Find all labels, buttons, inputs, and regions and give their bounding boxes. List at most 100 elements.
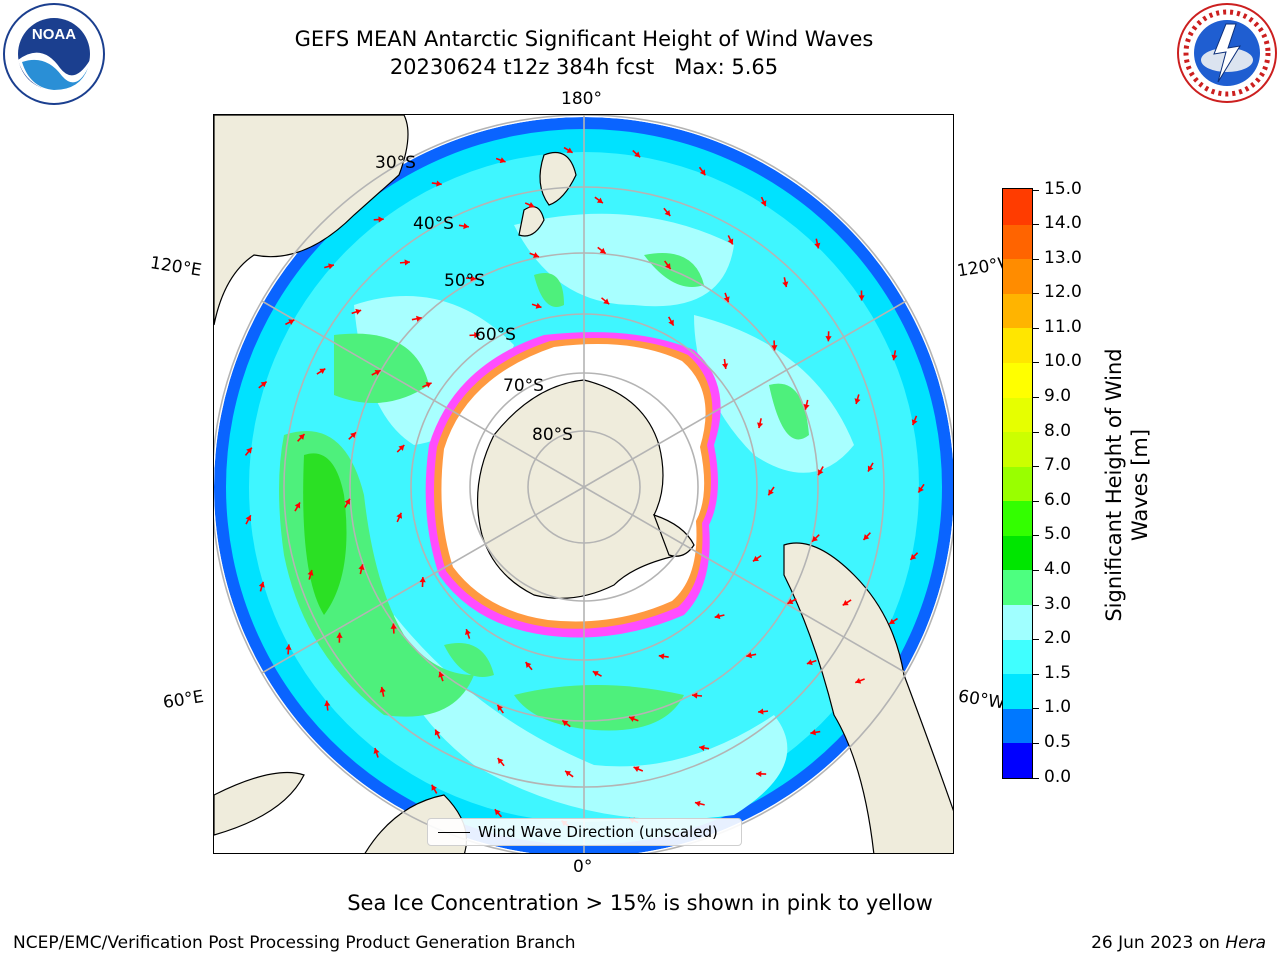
wave-direction-arrow	[561, 719, 571, 728]
wave-direction-arrow	[411, 315, 422, 322]
wave-direction-arrow	[307, 569, 314, 580]
wave-direction-arrow	[529, 252, 540, 258]
wave-direction-arrow	[727, 235, 734, 245]
colorbar-tick-mark	[1033, 569, 1039, 571]
madagascar-land	[214, 771, 305, 836]
map-panel[interactable]	[213, 114, 954, 854]
wave-direction-arrow	[601, 297, 610, 305]
wave-direction-arrow	[767, 486, 775, 496]
wave-direction-arrow	[524, 202, 535, 208]
colorbar-tick-label: 10.0	[1044, 351, 1082, 372]
wave-direction-arrow	[723, 292, 730, 303]
wave-direction-arrow	[297, 433, 306, 442]
colorbar-segment	[1003, 708, 1032, 744]
colorbar-tick-label: 4.0	[1044, 558, 1072, 579]
colorbar-tick-mark	[1033, 327, 1039, 329]
colorbar-tick-mark	[1033, 742, 1039, 744]
wave-direction-arrow	[379, 686, 386, 697]
wave-direction-arrow	[756, 770, 767, 778]
colorbar-tick-mark	[1033, 466, 1039, 468]
wave-direction-arrow	[694, 800, 705, 807]
wave-direction-arrow	[390, 623, 397, 634]
wave-direction-arrow	[524, 661, 533, 671]
lon-label-0: 0°	[573, 857, 593, 877]
lon-label-60e: 60°E	[161, 686, 206, 714]
colorbar-tick-label: 15.0	[1044, 178, 1082, 199]
colorbar-tick-mark	[1033, 535, 1039, 537]
colorbar-segment	[1003, 604, 1032, 640]
colorbar-tick-label: 6.0	[1044, 489, 1072, 510]
wave-direction-arrow	[285, 319, 295, 326]
wave-direction-arrow	[867, 462, 874, 472]
wave-direction-arrow	[336, 632, 343, 643]
colorbar-segment	[1003, 639, 1032, 675]
wave-direction-arrow	[316, 367, 326, 375]
colorbar-segment	[1003, 189, 1032, 225]
graticule	[214, 115, 953, 853]
footer-date: 26 Jun 2023 on Hera	[1091, 933, 1266, 953]
colorbar-tick-mark	[1033, 500, 1039, 502]
lat-label-80s: 80°S	[532, 425, 573, 445]
wave-direction-arrow	[814, 238, 821, 249]
colorbar-segment	[1003, 569, 1032, 606]
wave-direction-arrow	[594, 196, 604, 204]
wave-direction-arrow	[258, 581, 265, 592]
wave-direction-arrow	[399, 259, 411, 266]
colorbar-tick-label: 7.0	[1044, 455, 1072, 476]
wave-direction-arrow	[563, 146, 574, 154]
wave-direction-arrow	[771, 340, 778, 351]
wave-direction-arrow	[760, 196, 767, 207]
wave-direction-arrow	[858, 290, 865, 301]
wave-direction-arrow	[371, 369, 381, 376]
wave-direction-arrow	[854, 394, 861, 405]
colorbar-segment	[1003, 466, 1032, 502]
wave-direction-arrow	[632, 149, 641, 158]
wave-direction-arrow	[917, 483, 925, 494]
wave-direction-arrow	[294, 502, 301, 512]
colorbar-tick-mark	[1033, 224, 1039, 226]
wave-direction-arrow	[469, 332, 480, 339]
map-legend: Wind Wave Direction (unscaled)	[427, 818, 742, 846]
colorbar-tick-mark	[1033, 397, 1039, 399]
lat-label-30s: 30°S	[375, 153, 416, 173]
wave-direction-arrow	[664, 260, 672, 270]
colorbar-tick-mark	[1033, 431, 1039, 433]
wave-direction-arrow	[438, 671, 445, 682]
colorbar-tick-mark	[1033, 258, 1039, 260]
lat-label-60s: 60°S	[475, 325, 516, 345]
wave-direction-arrow	[285, 644, 292, 655]
wave-direction-arrow	[911, 415, 918, 426]
wave-direction-arrow	[348, 431, 357, 440]
wave-direction-arrow	[324, 700, 331, 711]
lat-label-50s: 50°S	[444, 271, 485, 291]
wave-direction-arrow	[722, 358, 729, 370]
chart-subtitle: 20230624 t12z 384h fcst Max: 5.65	[389, 55, 779, 79]
meridian-line	[583, 300, 907, 488]
colorbar-tick-mark	[1033, 639, 1039, 641]
wave-direction-arrow	[244, 447, 253, 456]
polar-map[interactable]	[214, 115, 954, 854]
wave-direction-arrow	[862, 532, 871, 541]
wave-direction-arrow	[691, 692, 703, 699]
wave-direction-arrow	[663, 207, 671, 217]
colorbar-tick-label: 8.0	[1044, 420, 1072, 441]
wave-direction-arrow	[667, 316, 675, 327]
wave-direction-arrow	[358, 564, 365, 575]
colorbar-segment	[1003, 327, 1032, 363]
chart-title: GEFS MEAN Antarctic Significant Height o…	[294, 27, 874, 51]
new-zealand-land	[539, 151, 577, 206]
colorbar-tick-mark	[1033, 673, 1039, 675]
colorbar-tick-label: 3.0	[1044, 593, 1072, 614]
wave-direction-arrow	[396, 512, 403, 523]
wave-direction-arrow	[373, 216, 384, 223]
wave-direction-arrow	[258, 380, 268, 389]
footer-date-text: 26 Jun 2023 on	[1091, 933, 1226, 953]
meridian-line	[261, 300, 585, 488]
colorbar-segment	[1003, 535, 1032, 571]
colorbar-tick-label: 11.0	[1044, 316, 1082, 337]
wave-direction-arrow	[752, 554, 762, 562]
colorbar-tick-label: 14.0	[1044, 213, 1082, 234]
wave-direction-arrow	[817, 466, 824, 476]
wave-direction-arrow	[592, 670, 602, 677]
colorbar-tick-label: 9.0	[1044, 386, 1072, 407]
